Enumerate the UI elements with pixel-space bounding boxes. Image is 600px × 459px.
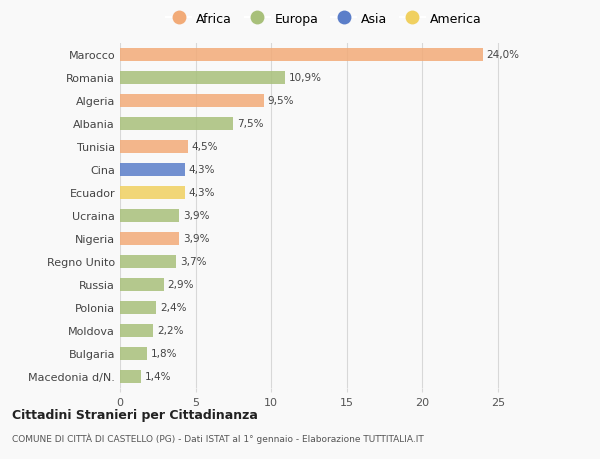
Text: 4,5%: 4,5%	[192, 142, 218, 152]
Bar	[120, 95, 263, 107]
Text: 2,9%: 2,9%	[167, 280, 194, 290]
Bar	[120, 278, 164, 291]
Bar	[120, 255, 176, 268]
Legend: Africa, Europa, Asia, America: Africa, Europa, Asia, America	[161, 7, 487, 30]
Text: 10,9%: 10,9%	[289, 73, 322, 83]
Text: Cittadini Stranieri per Cittadinanza: Cittadini Stranieri per Cittadinanza	[12, 408, 258, 421]
Text: 2,4%: 2,4%	[160, 302, 187, 313]
Bar	[120, 347, 147, 360]
Bar	[120, 209, 179, 222]
Text: 9,5%: 9,5%	[268, 96, 294, 106]
Text: 1,8%: 1,8%	[151, 348, 178, 358]
Text: 3,9%: 3,9%	[183, 211, 209, 221]
Bar	[120, 163, 185, 176]
Bar	[120, 140, 188, 153]
Text: 3,7%: 3,7%	[179, 257, 206, 267]
Bar	[120, 232, 179, 245]
Bar	[120, 49, 482, 62]
Text: 24,0%: 24,0%	[487, 50, 520, 60]
Bar	[120, 324, 153, 337]
Text: 4,3%: 4,3%	[189, 188, 215, 198]
Text: 4,3%: 4,3%	[189, 165, 215, 175]
Bar	[120, 301, 156, 314]
Bar	[120, 186, 185, 199]
Text: 3,9%: 3,9%	[183, 234, 209, 244]
Text: COMUNE DI CITTÀ DI CASTELLO (PG) - Dati ISTAT al 1° gennaio - Elaborazione TUTTI: COMUNE DI CITTÀ DI CASTELLO (PG) - Dati …	[12, 432, 424, 442]
Text: 1,4%: 1,4%	[145, 371, 172, 381]
Bar	[120, 370, 141, 383]
Bar	[120, 118, 233, 130]
Text: 7,5%: 7,5%	[237, 119, 263, 129]
Text: 2,2%: 2,2%	[157, 325, 184, 336]
Bar	[120, 72, 285, 84]
